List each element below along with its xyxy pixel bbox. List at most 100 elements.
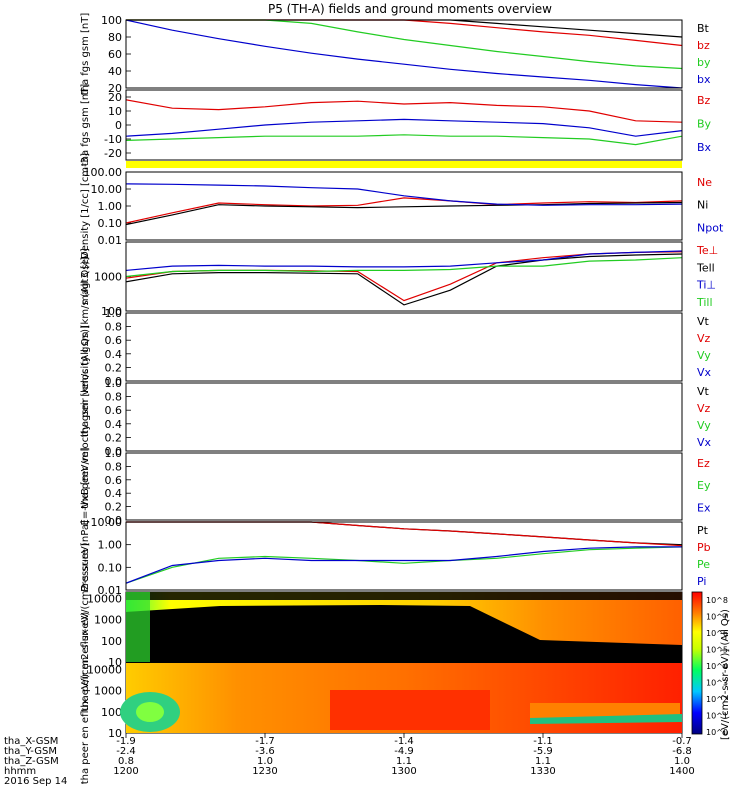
legend-Vz: Vz xyxy=(697,332,711,345)
y-axis-label: tha fgs gsm [nT] xyxy=(80,84,91,167)
electron-spectrogram xyxy=(120,663,682,733)
ephem-label: tha_Z-GSM xyxy=(4,756,59,767)
status-bar xyxy=(126,161,682,168)
ephem-value: -1.1 xyxy=(533,736,553,747)
colorbar-tick: 10^8 xyxy=(706,596,728,605)
y-tick-label: 1.00 xyxy=(98,539,123,552)
y-tick-label: -10 xyxy=(104,133,122,146)
ephem-value: -1.7 xyxy=(255,736,275,747)
legend-By: By xyxy=(697,118,712,131)
legend-Ti⊥: Ti⊥ xyxy=(696,279,716,292)
y-tick-label: 0.01 xyxy=(98,584,123,597)
y-tick-label: 60 xyxy=(108,48,122,61)
legend-Tell: Tell xyxy=(696,261,715,274)
y-tick-label: 10 xyxy=(108,656,122,669)
y-tick-label: 10.00 xyxy=(91,183,123,196)
ephem-value: 1.1 xyxy=(535,756,551,767)
legend-Ez: Ez xyxy=(697,457,710,470)
ephem-value: 1400 xyxy=(669,766,694,777)
legend-Bt: Bt xyxy=(697,22,710,35)
series-line-Pi xyxy=(125,546,682,584)
y-tick-label: 0.6 xyxy=(105,404,123,417)
y-tick-label: 40 xyxy=(108,65,122,78)
ephem-value: -6.8 xyxy=(672,746,692,757)
y-tick-label: 0 xyxy=(115,119,122,132)
y-tick-label: 100 xyxy=(101,305,122,318)
y-tick-label: 20 xyxy=(108,82,122,95)
y-tick-label: 1.0 xyxy=(105,307,123,320)
y-tick-label: 10000 xyxy=(87,592,122,605)
y-axis-label: Density [1/cc] [cm-3] xyxy=(80,153,91,259)
panel-frame xyxy=(125,241,683,312)
legend-Ex: Ex xyxy=(697,501,711,514)
legend-Vy: Vy xyxy=(697,349,711,362)
legend-Vx: Vx xyxy=(697,366,712,379)
panel-frame xyxy=(125,521,683,591)
y-axis-label: tha peer en eflux eV/(cm2-s-sr-eV) xyxy=(80,612,91,785)
legend-Vt: Vt xyxy=(697,385,710,398)
y-tick-label: 100 xyxy=(101,14,122,27)
y-tick-label: 1000 xyxy=(94,271,122,284)
legend-Pi: Pi xyxy=(697,575,706,588)
colorbar-label: [eV/(cm2-s-sr-eV)] (All Qs) xyxy=(720,609,731,740)
y-tick-label: 0.6 xyxy=(105,334,123,347)
y-tick-label: 10 xyxy=(108,105,122,118)
y-axis-label: magt3 [eV] xyxy=(80,248,91,305)
y-axis-label: tha peer velocity gsm [km/s (All Qs)] xyxy=(80,325,91,509)
legend-Bx: Bx xyxy=(697,141,712,154)
y-tick-label: 1000 xyxy=(94,685,122,698)
panel-frame xyxy=(125,382,683,452)
y-tick-label: 0.4 xyxy=(105,348,123,361)
y-tick-label: 0.8 xyxy=(105,321,123,334)
date-label: 2016 Sep 14 xyxy=(4,776,67,787)
panel-frame xyxy=(125,312,683,382)
legend-Ne: Ne xyxy=(697,176,712,189)
panel-frame xyxy=(125,19,683,89)
series-line-Ne xyxy=(125,197,683,224)
y-axis-label: E=-VxB [mV/m] xyxy=(80,447,91,525)
y-tick-label: 100 xyxy=(101,706,122,719)
series-line-Pt xyxy=(126,521,683,546)
y-tick-label: 0.0 xyxy=(105,375,123,388)
series-line-Pe xyxy=(125,546,683,584)
panel-frame xyxy=(125,452,683,521)
panel-3: 100.00 10.00 1.00 0.10 0.01 Density [1/cc] [c… xyxy=(80,153,724,259)
y-axis-label: Pressure [nPa] xyxy=(80,520,91,592)
colorbar-tick: 10^5 xyxy=(706,646,728,655)
panel-4: 1000 100 magt3 [eV] Te⊥ Tell Ti⊥ Till xyxy=(80,241,718,318)
series-line-Bz xyxy=(125,99,683,123)
legend-Vx: Vx xyxy=(697,436,712,449)
legend-Vz: Vz xyxy=(697,402,711,415)
legend-Npot: Npot xyxy=(697,221,724,234)
y-tick-label: 0.10 xyxy=(98,561,123,574)
colorbar-tick: 10^3 xyxy=(706,679,728,688)
legend-Vt: Vt xyxy=(697,315,710,328)
panel-1: 100 80 60 40 20 tha fgs gsm [nT] Bt bz by bx xyxy=(80,13,711,96)
series-line-bx xyxy=(125,19,683,89)
y-axis-label: tha peir en eflux eV/(cm2-s-sr-eV) xyxy=(80,542,91,711)
y-tick-label: 1.0 xyxy=(105,447,123,460)
series-line-Pb xyxy=(126,521,683,547)
y-tick-label: 80 xyxy=(108,31,122,44)
ephem-value: -0.7 xyxy=(672,736,692,747)
colorbar-tick: 10^1 xyxy=(706,712,728,721)
ephem-value: 1230 xyxy=(252,766,277,777)
series-line-By xyxy=(125,134,683,146)
ephem-value: 0.8 xyxy=(118,756,134,767)
y-tick-label: 0.2 xyxy=(105,501,123,514)
legend-Till: Till xyxy=(696,296,713,309)
ephem-label: hhmm xyxy=(4,766,36,777)
ephem-value: -5.9 xyxy=(533,746,553,757)
y-tick-label: 10000 xyxy=(87,663,122,676)
colorbar-tick: 10^7 xyxy=(706,613,728,622)
series-line-Ni xyxy=(125,201,683,226)
legend-Ni: Ni xyxy=(697,199,708,212)
y-tick-label: 100 xyxy=(101,635,122,648)
y-tick-label: 1000 xyxy=(94,614,122,627)
series-line-Tell xyxy=(125,253,683,306)
